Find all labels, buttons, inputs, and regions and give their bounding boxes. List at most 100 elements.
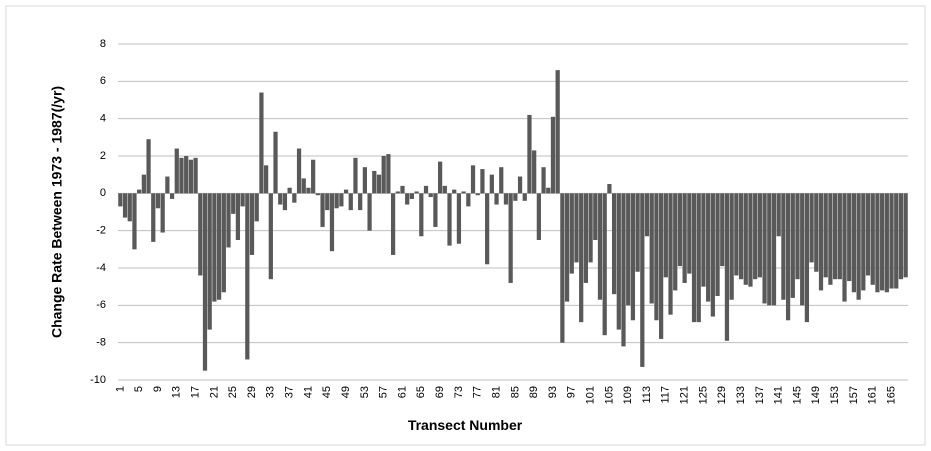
bar xyxy=(823,193,828,278)
bar xyxy=(847,193,852,282)
bar xyxy=(475,193,480,196)
bar xyxy=(442,185,447,194)
bar xyxy=(579,193,584,323)
bar xyxy=(362,167,367,194)
bar xyxy=(644,193,650,237)
x-tick-label: 121 xyxy=(679,386,691,404)
bar xyxy=(687,193,692,274)
y-tick-label: -10 xyxy=(90,374,106,386)
bar xyxy=(536,193,541,240)
bar xyxy=(155,193,161,209)
bar xyxy=(127,193,132,222)
bar xyxy=(494,193,499,205)
bar xyxy=(626,193,631,306)
x-tick-label: 109 xyxy=(622,386,634,404)
bar xyxy=(804,193,810,323)
x-tick-label: 9 xyxy=(152,386,164,392)
bar xyxy=(753,193,758,280)
bar xyxy=(673,193,678,291)
x-tick-label: 137 xyxy=(754,386,766,404)
bar xyxy=(630,193,636,321)
bar xyxy=(884,193,889,293)
bar xyxy=(574,193,579,263)
bar xyxy=(527,114,532,194)
bar xyxy=(776,193,781,237)
bar xyxy=(593,193,598,240)
bar xyxy=(405,193,410,205)
bar xyxy=(198,193,203,276)
x-tick-label: 73 xyxy=(453,386,465,398)
x-tick-label: 93 xyxy=(547,386,559,398)
bar xyxy=(353,157,358,194)
x-tick-label: 17 xyxy=(189,386,201,398)
bar xyxy=(358,193,363,211)
x-tick-label: 69 xyxy=(434,386,446,398)
bar xyxy=(480,169,485,194)
chart-border xyxy=(5,5,926,446)
bar xyxy=(202,193,208,371)
bar xyxy=(640,193,645,367)
bar xyxy=(809,193,814,263)
bar xyxy=(785,193,791,321)
bar xyxy=(390,193,396,255)
bar xyxy=(856,193,861,300)
bar xyxy=(400,185,405,194)
bar xyxy=(273,131,278,194)
bar xyxy=(889,193,894,289)
bar xyxy=(837,193,842,280)
x-tick-label: 13 xyxy=(171,386,183,398)
bar xyxy=(160,193,165,233)
bar xyxy=(818,193,824,291)
x-tick-label: 133 xyxy=(735,386,747,404)
bar xyxy=(781,193,786,300)
bar xyxy=(419,193,424,237)
x-tick-label: 105 xyxy=(603,386,615,404)
bar xyxy=(240,193,245,207)
bar xyxy=(311,159,316,194)
bar xyxy=(339,193,344,207)
bar xyxy=(249,193,255,255)
bar xyxy=(677,193,683,267)
x-tick-label: 129 xyxy=(716,386,728,404)
y-tick-label: -8 xyxy=(96,337,106,349)
bar xyxy=(621,193,626,347)
bar xyxy=(315,193,320,196)
bar xyxy=(409,193,415,199)
y-tick-label: 2 xyxy=(100,150,106,162)
bar xyxy=(522,193,527,201)
bar xyxy=(306,187,311,194)
bar xyxy=(372,170,377,194)
bar xyxy=(710,193,715,317)
bar xyxy=(122,193,128,218)
bar xyxy=(715,193,720,296)
x-tick-label: 81 xyxy=(490,386,502,398)
y-tick-label: 0 xyxy=(100,187,106,199)
x-tick-label: 45 xyxy=(321,386,333,398)
bar xyxy=(433,193,438,227)
bar xyxy=(762,193,767,304)
bar xyxy=(517,176,523,194)
bar xyxy=(541,167,546,194)
bar xyxy=(748,193,753,287)
bar xyxy=(268,193,273,280)
bar xyxy=(583,193,589,283)
bar xyxy=(663,193,668,278)
x-tick-label: 149 xyxy=(810,386,822,404)
x-tick-label: 161 xyxy=(867,386,879,404)
bar xyxy=(602,193,607,336)
bar xyxy=(743,193,748,285)
bar xyxy=(489,174,494,194)
bar xyxy=(564,193,570,302)
y-tick-label: 8 xyxy=(100,38,106,50)
x-tick-label: 65 xyxy=(415,386,427,398)
y-axis-label: Change Rate Between 1973 - 1987(/yr) xyxy=(49,86,65,338)
x-tick-label: 117 xyxy=(660,386,672,404)
bar xyxy=(790,193,795,298)
bar xyxy=(851,193,857,293)
bar xyxy=(532,150,537,194)
y-tick-label: -6 xyxy=(96,299,106,311)
bar xyxy=(141,174,146,194)
bar xyxy=(376,174,382,194)
bar xyxy=(282,193,288,211)
bar xyxy=(169,193,175,199)
